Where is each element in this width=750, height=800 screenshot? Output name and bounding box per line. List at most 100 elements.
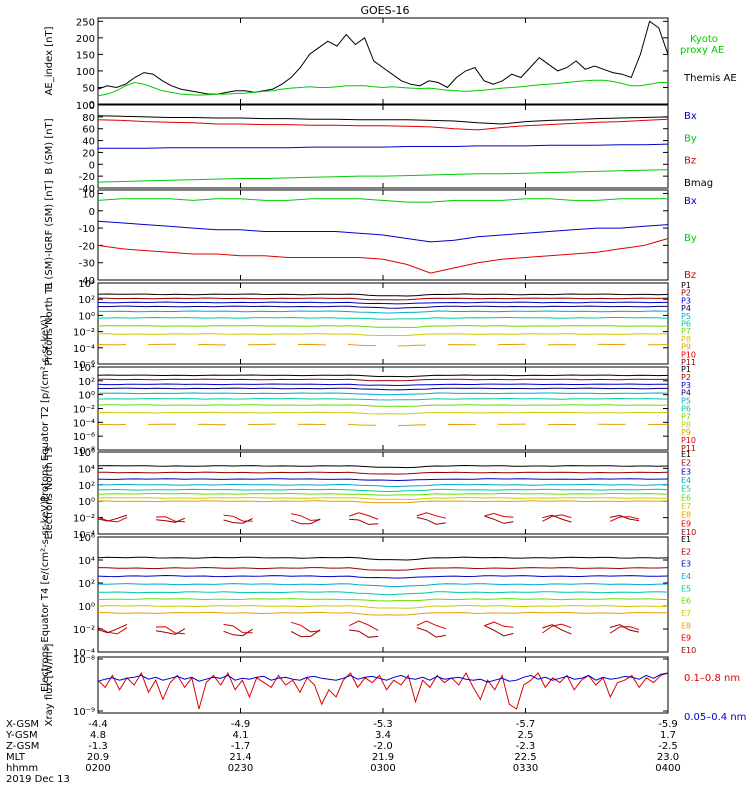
channel-line [97,374,669,378]
y-tick-label: 10² [78,295,95,306]
channel-label: P4 [681,304,691,313]
series-line [97,238,669,274]
channel-label: P2 [681,289,691,298]
y-tick-label: 10² [78,377,95,388]
channel-label: E2 [681,547,691,556]
ephemeris-value: -5.9 [658,719,678,730]
channel-segment [542,624,572,635]
ephemeris-label: hhmm [6,763,38,774]
channel-label: P7 [681,327,691,336]
y-tick-label: 10⁻² [73,328,95,339]
channel-segment [97,623,128,634]
y-axis-label: Protons North T1 [44,281,55,365]
legend-entry: Themis AE [683,73,737,84]
channel-label: P5 [681,312,691,321]
y-tick-label: 10⁻⁶ [73,432,95,443]
channel-label: P1 [681,281,691,290]
channel-segment [155,626,185,635]
panel-7: Electrons Equator T4 [e/(cm²-s-sr-keV)] 1… [40,497,696,692]
channel-label: E5 [681,485,691,494]
channel-line [97,598,669,602]
y-tick-label: -40 [79,276,95,287]
ephemeris-value: -1.3 [88,741,108,752]
channel-label: P11 [681,444,696,453]
channel-label: P6 [681,320,691,329]
y-axis-label: B (SM)-IGRF (SM) [nT] [44,180,55,289]
channel-label: P11 [681,358,696,367]
channel-segment [97,516,128,523]
y-tick-label: 10⁻⁴ [73,648,95,659]
legend-entry: Bz [684,270,696,281]
channel-label: E7 [681,502,691,511]
y-tick-label: 10⁴ [78,556,95,567]
channel-label: E7 [681,609,691,618]
channel-label: E2 [681,459,691,468]
channel-label: P6 [681,405,691,414]
channel-label: E8 [681,511,691,520]
channel-label: E3 [681,560,691,569]
channel-line [97,310,669,314]
y-tick-label: 10 [82,189,95,200]
channel-line [97,305,668,309]
channel-line [98,488,669,493]
y-tick-label: 200 [76,34,95,45]
channel-label: P10 [681,350,696,359]
channel-segment [349,518,379,525]
ephemeris-value: 22.5 [514,752,536,763]
ephemeris-value: 4.1 [233,730,249,741]
legend-entry: Bz [684,156,696,167]
figure-title: GOES-16 [360,4,409,17]
ephemeris-value: -5.3 [373,719,393,730]
series-line [97,118,669,131]
channel-segment [416,512,446,519]
panel-5: Protons Equator T2 [p/(cm²-s-sr-keV)] 10⁴… [40,315,696,502]
panel-4: Protons North T1 10⁴10²10⁰10⁻²10⁻⁴10⁻⁶P1P… [44,279,696,371]
channel-line [97,423,669,427]
panel-frame [97,282,669,365]
series-line [97,671,669,710]
channel-segment [97,627,128,635]
channel-line [97,378,669,382]
panel-frame [97,17,669,105]
legend-entry: Bx [684,111,697,122]
y-tick-label: 10² [78,579,95,590]
channel-label: P10 [681,436,696,445]
ephemeris-label: MLT [6,752,26,763]
y-tick-label: 10⁻⁸ [73,446,95,457]
legend-entry: Bx [684,196,697,207]
y-tick-label: 10⁴ [78,279,95,290]
channel-label: P7 [681,412,691,421]
panel-3: B (SM)-IGRF (SM) [nT] 10 0 -10 -20 -30 -40 Bx By… [44,180,697,289]
channel-segment [155,628,186,635]
ephemeris-value: 0400 [655,763,680,774]
y-tick-label: 10⁻⁶ [73,360,95,371]
channel-label: P4 [681,389,691,398]
channel-segment [97,514,128,522]
channel-segment [290,629,321,638]
channel-segment [155,517,186,523]
channel-segment [291,621,321,633]
channel-line [98,392,669,396]
ephemeris-value: -4.9 [231,719,251,730]
date-label: 2019 Dec 13 [6,774,70,785]
channel-line [97,316,669,320]
legend-entry: proxy AE [680,45,724,56]
channel-line [97,343,669,347]
channel-label: E5 [681,584,691,593]
channel-label: E9 [681,634,691,643]
ephemeris-value: -4.4 [88,719,108,730]
ephemeris-value: 0230 [228,763,253,774]
channel-segment [416,627,446,638]
y-tick-label: 10⁻⁸ [73,655,95,666]
ephemeris-value: 4.8 [90,730,106,741]
channel-segment [609,514,640,522]
channel-line [97,611,669,616]
channel-label: E4 [681,476,691,485]
channel-label: P8 [681,335,691,344]
channel-segment [542,514,572,522]
channel-label: P9 [681,343,691,352]
ephemeris-label: Z-GSM [6,741,39,752]
channel-segment [291,513,321,521]
